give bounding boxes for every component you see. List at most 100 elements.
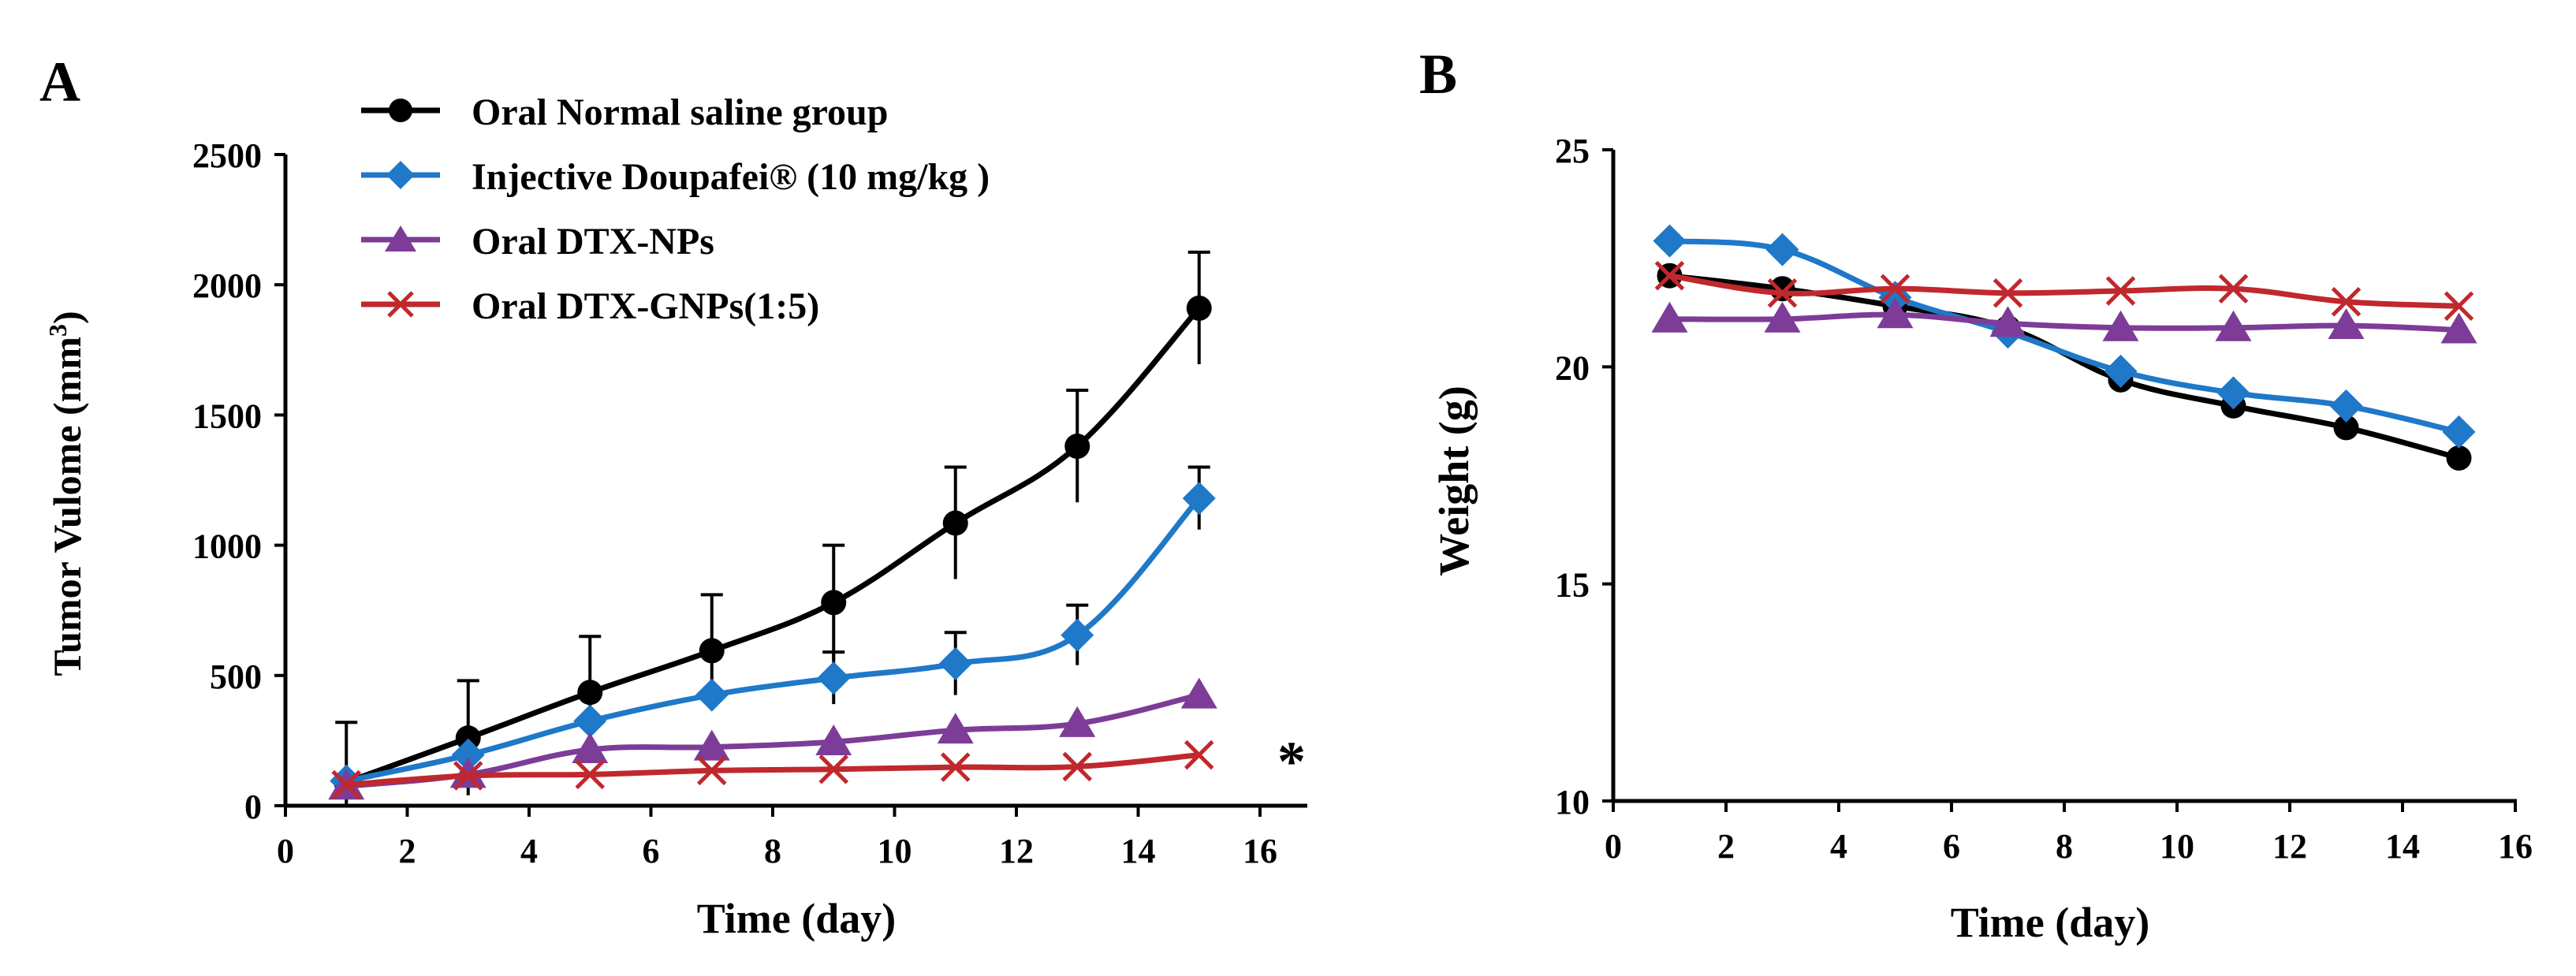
legend-item-dtx-nps: Oral DTX-NPs (361, 221, 714, 263)
panel-b-line-oral-dtx-nps (1669, 311, 2459, 333)
panel-a-point-oral-dtx-nps-6 (1059, 706, 1096, 737)
panel-b-label: B (1419, 43, 1457, 106)
panel-b-point-injective-doupafei-10-mg-kg-4 (2104, 354, 2138, 388)
panel-b-point-oral-normal-saline-group-1 (1769, 276, 1795, 302)
panel-a-point-oral-dtx-gnps-1-5-2 (575, 759, 606, 790)
panel-b-line-oral-dtx-gnps-1-5 (1668, 273, 2459, 309)
panel-a-y-axis-label-close: ) (45, 311, 89, 324)
legend-item-doupafei: Injective Doupafei® (10 mg/kg ) (361, 156, 990, 198)
panel-a-point-oral-dtx-gnps-1-5-0 (331, 769, 362, 800)
panel-a-x-tick-label-2: 2 (399, 832, 416, 870)
panel-b-y-tick-label-15: 15 (1555, 566, 1590, 605)
panel-b-point-oral-dtx-gnps-1-5-2 (1880, 274, 1911, 304)
panel-a-x-tick-label-6: 6 (643, 832, 660, 870)
panel-a-line-oral-dtx-gnps-1-5 (345, 752, 1200, 788)
panel-a-x-tick-label-16: 16 (1243, 832, 1277, 870)
panel-a-point-oral-dtx-nps-5 (937, 713, 974, 744)
panel-a-x-tick-label-10: 10 (878, 832, 912, 870)
panel-b-point-injective-doupafei-10-mg-kg-6 (2329, 389, 2363, 423)
panel-a-point-injective-doupafei-10-mg-kg-7 (1182, 482, 1216, 516)
legend-label-dtx-gnps: Oral DTX-GNPs(1:5) (472, 285, 819, 327)
legend: Oral Normal saline group Injective Doupa… (361, 91, 990, 327)
panel-a-point-oral-dtx-gnps-1-5-6 (1062, 751, 1093, 782)
panel-a-series (328, 295, 1217, 800)
panel-a-point-oral-normal-saline-group-1 (455, 725, 481, 751)
panel-b-x-tick-label-0: 0 (1605, 827, 1622, 866)
panel-a-y-tick-label-0: 0 (244, 788, 262, 826)
panel-b-point-oral-dtx-gnps-1-5-1 (1767, 278, 1798, 308)
panel-a-line-oral-normal-saline-group (345, 306, 1202, 785)
panel-b-series (1651, 224, 2477, 471)
panel-a-y-tick-label-1500: 1500 (192, 397, 262, 435)
panel-b-x-tick-label-16: 16 (2498, 827, 2533, 866)
panel-a-point-oral-normal-saline-group-5 (942, 510, 968, 536)
panel-b-ticks: 0 2 4 6 8 10 12 14 16 10 15 20 25 (1555, 132, 2533, 866)
panel-a-y-tick-label-500: 500 (210, 657, 262, 696)
panel-a-x-tick-label-0: 0 (277, 832, 294, 870)
panel-a-point-injective-doupafei-10-mg-kg-1 (451, 738, 485, 772)
panel-b-x-tick-label-6: 6 (1943, 827, 1960, 866)
panel-a-point-oral-normal-saline-group-4 (821, 590, 847, 616)
panel-b-point-oral-dtx-gnps-1-5-7 (2444, 291, 2474, 322)
panel-b-point-oral-normal-saline-group-7 (2446, 445, 2472, 471)
panel-a: A 0 2 4 6 8 10 12 14 16 0 500 1000 1500 2000 2500 Tumo… (39, 50, 1307, 942)
panel-a-y-axis-label: Tumor Vulome (mm3) (43, 311, 89, 676)
panel-a-label: A (39, 50, 80, 114)
legend-label-dtx-nps: Oral DTX-NPs (472, 221, 714, 263)
panel-a-point-oral-dtx-gnps-1-5-5 (940, 752, 971, 782)
panel-b-x-tick-label-4: 4 (1830, 827, 1847, 866)
panel-b-y-tick-label-20: 20 (1555, 348, 1590, 387)
panel-a-point-oral-dtx-nps-3 (693, 729, 730, 761)
panel-b-x-tick-label-14: 14 (2385, 827, 2420, 866)
panel-b: B 0 2 4 6 8 10 12 14 16 10 15 20 25 Weight (g) Time … (1419, 43, 2533, 946)
panel-a-y-axis-label-text: Tumor Vulome (mm (45, 337, 89, 676)
panel-a-point-injective-doupafei-10-mg-kg-2 (573, 704, 607, 738)
legend-label-saline: Oral Normal saline group (472, 91, 888, 133)
panel-a-y-tick-label-1000: 1000 (192, 527, 262, 566)
panel-a-point-oral-dtx-nps-4 (815, 725, 852, 756)
panel-b-point-oral-dtx-nps-5 (2215, 310, 2252, 341)
panel-b-x-tick-label-12: 12 (2272, 827, 2307, 866)
panel-b-point-oral-dtx-nps-1 (1764, 301, 1801, 333)
panel-b-point-oral-dtx-nps-2 (1877, 297, 1914, 329)
panel-a-point-oral-dtx-gnps-1-5-4 (818, 754, 849, 784)
panel-a-y-tick-label-2500: 2500 (192, 136, 262, 175)
panel-a-point-injective-doupafei-10-mg-kg-6 (1061, 618, 1094, 652)
panel-a-point-oral-normal-saline-group-2 (577, 680, 603, 706)
panel-a-point-oral-dtx-nps-2 (572, 732, 609, 763)
panel-a-point-oral-dtx-nps-1 (449, 757, 486, 788)
panel-b-point-injective-doupafei-10-mg-kg-0 (1653, 224, 1687, 258)
panel-a-point-oral-dtx-gnps-1-5-1 (453, 761, 483, 791)
panel-a-point-oral-dtx-nps-7 (1180, 677, 1217, 709)
panel-b-point-oral-dtx-gnps-1-5-5 (2218, 274, 2249, 304)
panel-a-y-axis-label-superscript: 3 (43, 324, 72, 337)
panel-b-point-oral-dtx-gnps-1-5-3 (1993, 278, 2023, 308)
panel-a-point-oral-dtx-gnps-1-5-3 (696, 755, 727, 786)
legend-label-doupafei: Injective Doupafei® (10 mg/kg ) (472, 156, 990, 198)
panel-b-point-oral-dtx-nps-4 (2102, 310, 2139, 341)
panel-a-ticks: 0 2 4 6 8 10 12 14 16 0 500 1000 1500 2000 2500 (192, 136, 1277, 870)
legend-marker-saline (389, 99, 412, 122)
panel-a-point-oral-normal-saline-group-7 (1186, 295, 1212, 321)
panel-b-x-tick-label-10: 10 (2160, 827, 2194, 866)
panel-b-point-injective-doupafei-10-mg-kg-7 (2442, 415, 2476, 449)
panel-a-point-injective-doupafei-10-mg-kg-5 (938, 646, 972, 680)
panel-b-y-axis-label: Weight (g) (1430, 386, 1478, 576)
legend-marker-doupafei (386, 161, 415, 189)
panel-b-x-axis-label: Time (day) (1951, 899, 2150, 946)
panel-b-point-oral-normal-saline-group-6 (2333, 415, 2359, 441)
panel-b-point-oral-dtx-gnps-1-5-4 (2105, 276, 2136, 306)
panel-a-point-oral-dtx-gnps-1-5-7 (1184, 739, 1214, 770)
legend-marker-dtx-gnps (387, 291, 414, 318)
panel-a-point-injective-doupafei-10-mg-kg-3 (695, 678, 729, 712)
panel-b-point-oral-dtx-nps-3 (1989, 306, 2026, 337)
panel-a-point-injective-doupafei-10-mg-kg-4 (817, 661, 851, 695)
panel-b-x-tick-label-2: 2 (1717, 827, 1735, 866)
panel-b-point-oral-dtx-nps-7 (2440, 312, 2477, 344)
legend-marker-dtx-nps (385, 225, 416, 251)
panel-b-point-oral-dtx-gnps-1-5-0 (1654, 260, 1685, 291)
panel-b-x-tick-label-8: 8 (2056, 827, 2073, 866)
panel-b-point-oral-dtx-nps-6 (2328, 308, 2365, 340)
panel-a-y-tick-label-2000: 2000 (192, 266, 262, 305)
